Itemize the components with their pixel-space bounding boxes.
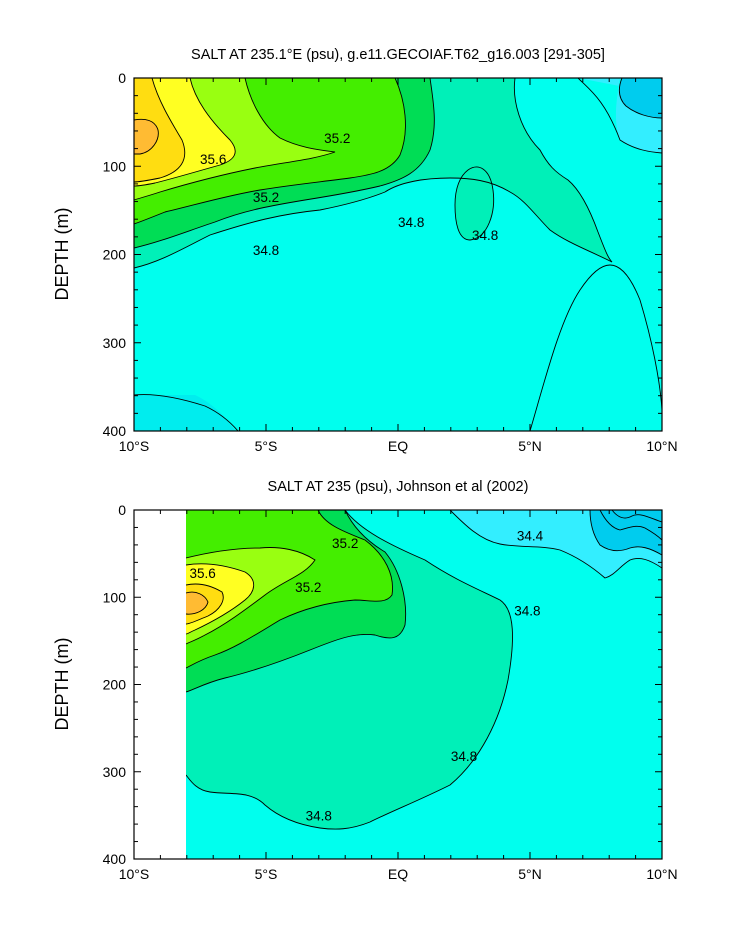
- x-tick-label: EQ: [388, 866, 408, 882]
- y-tick-label: 0: [118, 502, 126, 518]
- contour-line: [134, 118, 159, 155]
- y-tick-label: 300: [103, 764, 127, 780]
- contour-line: [529, 264, 662, 431]
- contour-labels: 35.6 35.2 35.2 34.8 34.8 34.8: [200, 131, 498, 258]
- contour-field: [186, 510, 662, 859]
- fill-34-8-lens: [455, 167, 494, 240]
- fill-lt-34-4: [619, 78, 662, 118]
- contour-line: [134, 78, 186, 183]
- fill-35-8: [134, 78, 185, 182]
- contour-line: [134, 78, 336, 201]
- contour-line: [186, 510, 407, 693]
- contour-line: [384, 177, 613, 263]
- contour-label: 35.2: [332, 536, 358, 551]
- contour-line: [186, 583, 224, 625]
- y-tick-label: 400: [103, 423, 127, 439]
- contour-labels: 35.6 35.2 35.2 34.8 34.8 34.8 34.4: [189, 528, 543, 823]
- y-tick-label: 300: [103, 335, 127, 351]
- x-ticks: 10°S 5°S EQ 5°N 10°N: [119, 78, 678, 454]
- y-tick-label: 200: [103, 247, 127, 263]
- contour-line: [134, 394, 239, 431]
- y-axis-label: DEPTH (m): [52, 208, 72, 301]
- contour-lines: [186, 510, 662, 830]
- contour-line: [449, 510, 662, 579]
- x-ticks: 10°S 5°S EQ 5°N 10°N: [119, 510, 678, 882]
- contour-line: [599, 510, 662, 541]
- contour-label: 34.8: [398, 215, 424, 230]
- contour-line: [454, 166, 495, 241]
- contour-label: 34.8: [451, 749, 477, 764]
- x-tick-label: 5°N: [518, 866, 542, 882]
- contour-label: 35.2: [324, 131, 350, 146]
- contour-line: [589, 510, 662, 556]
- contour-line: [134, 78, 406, 225]
- fill-36-0: [134, 119, 159, 154]
- y-tick-label: 100: [103, 589, 127, 605]
- contour-field: [134, 78, 662, 431]
- fill-deep-south-lt: [134, 395, 235, 431]
- y-tick-label: 0: [118, 70, 126, 86]
- fill-deep-south: [134, 268, 240, 431]
- x-tick-label: 10°S: [119, 438, 150, 454]
- x-tick-label: 10°S: [119, 866, 150, 882]
- x-tick-label: 5°N: [518, 438, 542, 454]
- contour-label: 34.8: [253, 243, 279, 258]
- contour-label: 35.2: [253, 190, 279, 205]
- x-tick-label: 10°N: [646, 866, 677, 882]
- contour-line: [577, 78, 662, 154]
- contour-label: 35.6: [200, 152, 226, 167]
- contour-line: [134, 78, 435, 249]
- y-tick-label: 200: [103, 677, 127, 693]
- panel-bottom: SALT AT 235 (psu), Johnson et al (2002): [52, 479, 678, 882]
- contour-line: [186, 563, 255, 635]
- contour-line: [186, 591, 209, 615]
- fill-36-0: [186, 592, 208, 615]
- x-tick-label: 5°S: [255, 438, 278, 454]
- contour-line: [618, 78, 662, 119]
- x-tick-label: EQ: [388, 438, 408, 454]
- chart-title: SALT AT 235.1°E (psu), g.e11.GECOIAF.T62…: [191, 47, 605, 63]
- contour-label: 35.2: [295, 580, 321, 595]
- y-tick-label: 400: [103, 851, 127, 867]
- chart-title: SALT AT 235 (psu), Johnson et al (2002): [268, 479, 529, 495]
- contour-line: [186, 510, 393, 669]
- contour-label: 34.4: [517, 528, 544, 543]
- x-tick-label: 5°S: [255, 866, 278, 882]
- contour-line: [611, 510, 662, 523]
- contour-label: 34.8: [306, 808, 332, 823]
- contour-label: 34.8: [472, 228, 498, 243]
- contour-line: [186, 547, 316, 645]
- panel-top: SALT AT 235.1°E (psu), g.e11.GECOIAF.T62…: [52, 47, 678, 454]
- contour-line: [134, 78, 236, 187]
- fill-lt-34-4: [590, 510, 662, 555]
- y-tick-label: 100: [103, 158, 127, 174]
- y-axis-label: DEPTH (m): [52, 638, 72, 731]
- contour-lines: [134, 78, 662, 431]
- y-ticks: 0 100 200 300 400: [103, 502, 662, 867]
- contour-line: [513, 78, 613, 263]
- contour-label: 34.8: [514, 603, 540, 618]
- y-ticks: 0 100 200 300 400: [103, 70, 662, 439]
- contour-line: [186, 510, 513, 830]
- x-tick-label: 10°N: [646, 438, 677, 454]
- contour-label: 35.6: [189, 566, 215, 581]
- contour-line: [134, 191, 386, 269]
